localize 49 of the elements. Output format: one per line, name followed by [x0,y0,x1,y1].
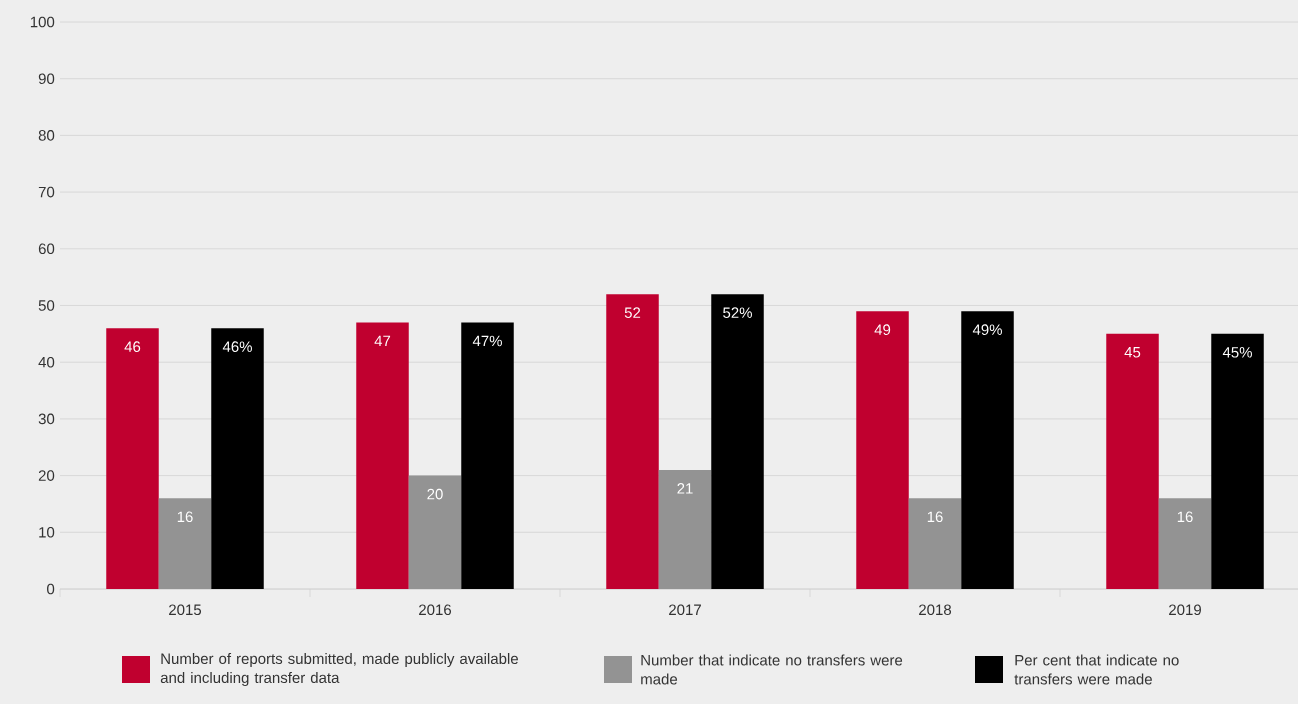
data-label: 52 [624,307,641,318]
y-tick-label: 60 [38,243,55,255]
bar [658,469,712,589]
data-label: 45 [1124,347,1141,358]
data-label: 46% [222,341,252,352]
data-label: 52% [723,307,752,318]
bar [408,475,462,589]
bar [211,328,264,589]
y-tick-label: 10 [39,526,55,538]
bar [106,328,159,589]
data-label: 16 [177,511,193,523]
x-tick-label: 2017 [669,604,701,616]
data-label: 16 [927,511,943,523]
x-tick-label: 2016 [419,604,452,616]
x-tick-label: 2019 [1169,604,1201,616]
bar [606,294,659,589]
data-label: 47% [472,335,502,347]
legend-label: Number that indicate no transfers were made [641,654,903,685]
bar [856,311,909,589]
y-tick-label: 100 [30,16,55,28]
bar [1106,333,1159,589]
y-tick-label: 20 [38,470,55,481]
bar [1158,498,1212,589]
x-tick-label: 2015 [169,604,202,616]
y-tick-label: 50 [38,300,55,311]
x-tick-label: 2018 [919,604,952,616]
bar [1211,333,1264,589]
bar [711,294,764,589]
legend-label: Per cent that indicate no transfers were made [1014,654,1179,685]
data-label: 21 [677,483,693,494]
bar [908,498,962,589]
bar [356,322,409,589]
data-label: 49% [972,324,1002,335]
bar [461,322,514,589]
y-tick-label: 70 [38,186,55,198]
data-label: 16 [1177,511,1193,523]
data-label: 46 [124,341,141,352]
y-tick-label: 80 [38,130,55,141]
data-label: 49 [874,324,891,335]
data-label: 45% [1222,347,1252,358]
bar [158,498,212,589]
bar [961,311,1014,589]
y-tick-label: 40 [38,356,55,368]
data-label: 20 [427,488,443,500]
data-label: 47 [374,335,391,347]
y-tick-label: 0 [47,583,55,595]
y-tick-label: 30 [38,413,55,425]
y-tick-label: 90 [38,73,55,84]
legend-label: Number of reports submitted, made publicly available and including transfer data [160,653,518,686]
